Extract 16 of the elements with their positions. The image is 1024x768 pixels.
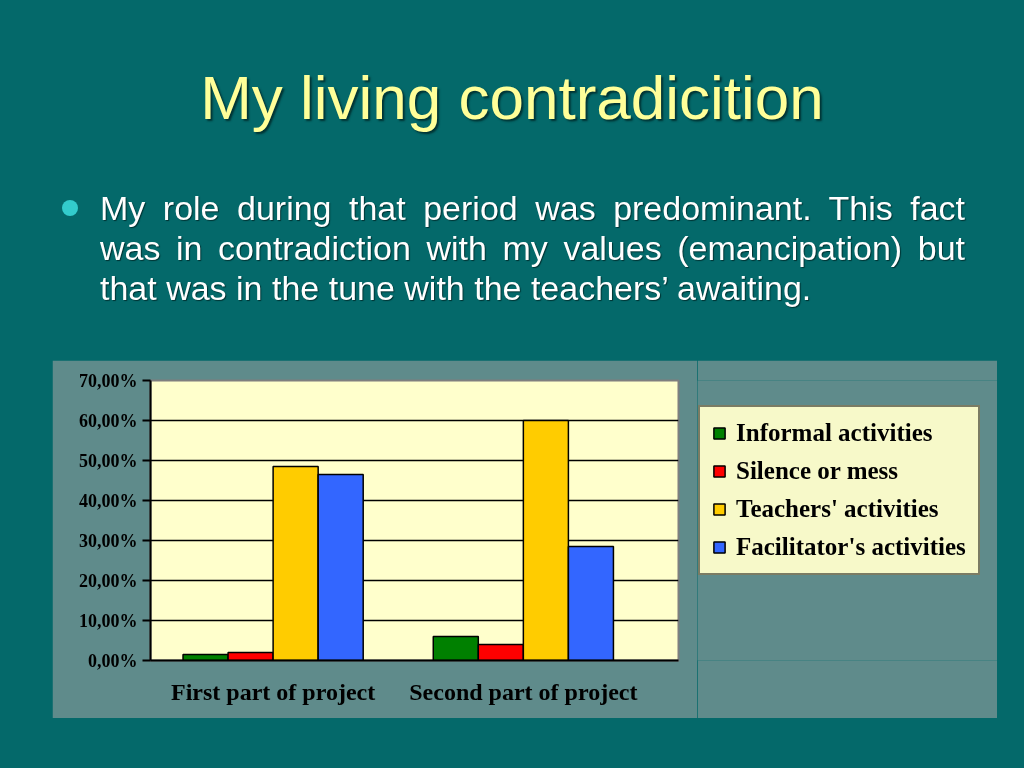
legend-label: Silence or mess: [736, 457, 899, 485]
legend-label: Facilitator's activities: [736, 533, 966, 561]
y-tick-label: 40,00%: [79, 490, 138, 511]
y-tick-label: 0,00%: [88, 650, 138, 671]
x-tick-label: First part of project: [171, 678, 376, 705]
chart-title: My living contradicition: [199, 62, 825, 132]
legend-label: Informal activities: [736, 419, 933, 447]
y-tick-label: 10,00%: [79, 610, 138, 631]
y-tick-label: 60,00%: [79, 410, 138, 431]
y-tick-label: 30,00%: [79, 530, 138, 551]
x-tick-label: Second part of project: [409, 678, 638, 705]
y-tick-label: 20,00%: [79, 570, 138, 591]
text: My role during that period was predominant. This fact was in contradiction with my values (emancipation) but that was in the tune with the teachers’ awaiting.: [100, 189, 965, 307]
legend-label: Teachers' activities: [736, 495, 939, 523]
y-tick-label: 70,00%: [79, 370, 138, 391]
y-tick-label: 50,00%: [79, 450, 138, 471]
